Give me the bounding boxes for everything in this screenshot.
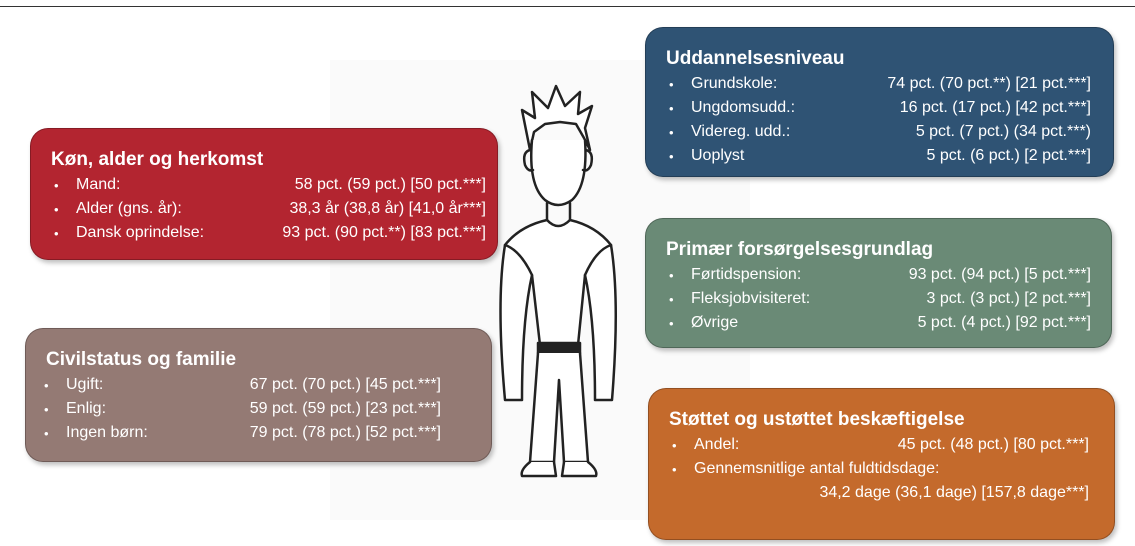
bullet: • xyxy=(669,77,674,92)
item-value: 59 pct. (59 pct.) [23 pct.***] xyxy=(250,400,441,418)
item-label: Ugift: xyxy=(66,376,103,394)
bullet: • xyxy=(672,462,677,477)
infographic: Køn, alder og herkomst • Mand: 58 pct. (59 … xyxy=(0,0,1135,546)
item-label: Gennemsnitlige antal fuldtidsdage: xyxy=(694,460,940,478)
bullet: • xyxy=(44,426,49,441)
item-value: 3 pct. (3 pct.) [2 pct.***] xyxy=(926,290,1091,308)
item-label: Enlig: xyxy=(66,400,106,418)
bullet: • xyxy=(669,101,674,116)
item-label: Ingen børn: xyxy=(66,424,148,442)
box-title: Uddannelsesniveau xyxy=(666,48,844,70)
bullet: • xyxy=(669,125,674,140)
item-value: 79 pct. (78 pct.) [52 pct.***] xyxy=(250,424,441,442)
item-label: Uoplyst xyxy=(691,147,744,165)
bullet: • xyxy=(54,202,59,217)
info-box: Uddannelsesniveau • Grundskole: 74 pct. (70… xyxy=(645,27,1114,177)
item-value: 45 pct. (48 pct.) [80 pct.***] xyxy=(898,436,1089,454)
info-box: Køn, alder og herkomst • Mand: 58 pct. (59 … xyxy=(30,128,498,260)
item-value: 5 pct. (4 pct.) [92 pct.***] xyxy=(918,314,1091,332)
item-value: 93 pct. (90 pct.**) [83 pct.***] xyxy=(282,224,486,242)
item-label: Ungdomsudd.: xyxy=(691,99,795,117)
bullet: • xyxy=(44,402,49,417)
item-label: Fleksjobvisiteret: xyxy=(691,290,810,308)
item-value: 58 pct. (59 pct.) [50 pct.***] xyxy=(295,176,486,194)
bullet: • xyxy=(669,268,674,283)
info-box: Støttet og ustøttet beskæftigelse • Andel:… xyxy=(648,388,1115,540)
item-value: 93 pct. (94 pct.) [5 pct.***] xyxy=(909,266,1091,284)
bullet: • xyxy=(54,226,59,241)
item-label: Øvrige xyxy=(691,314,738,332)
item-value: 34,2 dage (36,1 dage) [157,8 dage***] xyxy=(819,484,1089,502)
bullet: • xyxy=(669,316,674,331)
item-label: Videreg. udd.: xyxy=(691,123,790,141)
item-value: 38,3 år (38,8 år) [41,0 år***] xyxy=(289,200,486,218)
bullet: • xyxy=(54,178,59,193)
info-box: Primær forsørgelsesgrundlag • Førtidspensi… xyxy=(645,218,1112,348)
item-label: Mand: xyxy=(76,176,120,194)
item-label: Andel: xyxy=(694,436,739,454)
item-label: Alder (gns. år): xyxy=(76,200,182,218)
info-box: Civilstatus og familie • Ugift: 67 pct. (70… xyxy=(25,328,492,462)
box-title: Primær forsørgelsesgrundlag xyxy=(666,239,933,261)
item-value: 16 pct. (17 pct.) [42 pct.***] xyxy=(900,99,1091,117)
item-value: 5 pct. (6 pct.) [2 pct.***] xyxy=(926,147,1091,165)
item-value: 67 pct. (70 pct.) [45 pct.***] xyxy=(250,376,441,394)
box-title: Støttet og ustøttet beskæftigelse xyxy=(669,409,965,431)
bullet: • xyxy=(669,149,674,164)
item-label: Dansk oprindelse: xyxy=(76,224,204,242)
bullet: • xyxy=(669,292,674,307)
item-value: 5 pct. (7 pct.) (34 pct.***) xyxy=(916,123,1091,141)
item-label: Førtidspension: xyxy=(691,266,801,284)
box-title: Civilstatus og familie xyxy=(46,349,236,371)
box-title: Køn, alder og herkomst xyxy=(51,149,263,171)
bullet: • xyxy=(44,378,49,393)
item-label: Grundskole: xyxy=(691,75,777,93)
item-value: 74 pct. (70 pct.**) [21 pct.***] xyxy=(887,75,1091,93)
bullet: • xyxy=(672,438,677,453)
